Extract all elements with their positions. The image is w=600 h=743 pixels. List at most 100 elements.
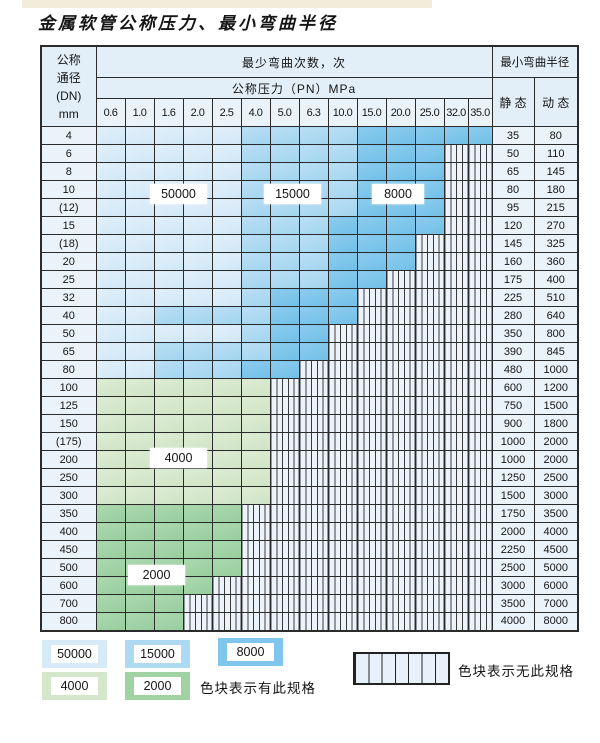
legend-swatch-label: 50000	[51, 645, 98, 663]
no-spec-cell	[443, 162, 469, 181]
spec-cell	[443, 126, 469, 145]
spec-cell	[298, 306, 329, 325]
no-spec-cell	[414, 342, 445, 361]
header-pressure-value: 10.0	[327, 98, 358, 127]
no-spec-cell	[467, 288, 493, 307]
no-spec-cell	[414, 522, 445, 541]
no-spec-cell	[467, 414, 493, 433]
spec-cell	[240, 126, 271, 145]
spec-cell	[124, 522, 155, 541]
spec-cell	[414, 162, 445, 181]
no-spec-cell	[467, 252, 493, 271]
no-spec-cell	[327, 594, 358, 613]
no-spec-cell	[414, 288, 445, 307]
no-spec-cell	[443, 486, 469, 505]
dynamic-radius-value: 1000	[533, 360, 579, 379]
table-row: 20 160 360	[40, 252, 579, 271]
table-row: 200 1000 2000	[40, 450, 579, 469]
spec-cell	[269, 216, 300, 235]
static-radius-value: 65	[491, 162, 535, 181]
table-row: (12) 95 215	[40, 198, 579, 217]
spec-cell	[182, 468, 213, 487]
no-spec-cell	[298, 504, 329, 523]
legend-swatch-8000: 8000	[218, 638, 283, 666]
spec-cell	[153, 612, 184, 631]
static-radius-value: 600	[491, 378, 535, 397]
spec-cell	[124, 378, 155, 397]
spec-cell	[327, 198, 358, 217]
static-radius-value: 120	[491, 216, 535, 235]
spec-cell	[385, 144, 416, 163]
page-title: 金属软管公称压力、最小弯曲半径	[38, 14, 338, 34]
header-pressure-value: 35.0	[467, 98, 493, 127]
zone-count-label: 8000	[372, 184, 424, 204]
spec-cell	[269, 360, 300, 379]
header-pressure-value: 5.0	[269, 98, 300, 127]
legend-swatch-label: 4000	[51, 677, 98, 695]
spec-cell	[211, 450, 242, 469]
header-pressure-value: 15.0	[356, 98, 387, 127]
no-spec-cell	[269, 504, 300, 523]
no-spec-cell	[467, 576, 493, 595]
spec-cell	[124, 396, 155, 415]
no-spec-cell	[385, 360, 416, 379]
spec-cell	[298, 342, 329, 361]
spec-cell	[211, 162, 242, 181]
spec-cell	[298, 270, 329, 289]
no-spec-cell	[467, 378, 493, 397]
spec-cell	[240, 252, 271, 271]
no-spec-cell	[443, 360, 469, 379]
static-radius-value: 4000	[491, 612, 535, 631]
table-row: 25 175 400	[40, 270, 579, 289]
top-accent-strip	[22, 0, 432, 8]
spec-cell	[211, 378, 242, 397]
table-row: 400 2000 4000	[40, 522, 579, 541]
header-dn-column: 公称 通径 (DN) mm	[40, 45, 97, 127]
no-spec-cell	[385, 378, 416, 397]
spec-cell	[211, 270, 242, 289]
no-spec-cell	[327, 324, 358, 343]
table-row: 150 900 1800	[40, 414, 579, 433]
dynamic-radius-value: 1200	[533, 378, 579, 397]
no-spec-cell	[182, 612, 213, 631]
no-spec-cell	[443, 306, 469, 325]
no-spec-cell	[385, 594, 416, 613]
dn-value: 15	[40, 216, 97, 235]
no-spec-cell	[443, 198, 469, 217]
no-spec-cell	[298, 414, 329, 433]
spec-cell	[95, 504, 126, 523]
no-spec-cell	[269, 378, 300, 397]
no-spec-cell	[467, 594, 493, 613]
spec-cell	[182, 558, 213, 577]
header-pressure-value: 20.0	[385, 98, 416, 127]
static-radius-value: 3500	[491, 594, 535, 613]
header-dn-line: 通径	[56, 70, 81, 85]
no-spec-cell	[443, 216, 469, 235]
spec-cell	[95, 252, 126, 271]
spec-cell	[240, 144, 271, 163]
no-spec-cell	[269, 432, 300, 451]
legend-has-spec-text: 色块表示有此规格	[200, 681, 316, 696]
spec-cell	[211, 558, 242, 577]
dynamic-radius-value: 180	[533, 180, 579, 199]
spec-cell	[211, 306, 242, 325]
no-spec-cell	[356, 396, 387, 415]
spec-cell	[95, 342, 126, 361]
no-spec-cell	[414, 576, 445, 595]
spec-cell	[298, 252, 329, 271]
no-spec-cell	[414, 612, 445, 631]
spec-cell	[182, 486, 213, 505]
no-spec-cell	[467, 450, 493, 469]
no-spec-cell	[356, 288, 387, 307]
no-spec-cell	[298, 432, 329, 451]
no-spec-cell	[467, 144, 493, 163]
spec-cell	[269, 162, 300, 181]
no-spec-cell	[467, 234, 493, 253]
spec-cell	[182, 414, 213, 433]
no-spec-cell	[443, 450, 469, 469]
spec-cell	[124, 216, 155, 235]
static-radius-value: 390	[491, 342, 535, 361]
no-spec-cell	[269, 414, 300, 433]
legend-swatch-label: 8000	[227, 643, 274, 661]
no-spec-cell	[356, 558, 387, 577]
